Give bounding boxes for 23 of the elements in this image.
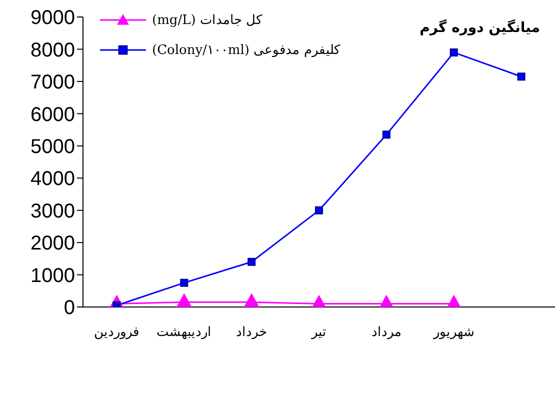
y-tick-label: 9000	[30, 7, 75, 30]
chart-title: میانگین دوره گرم	[420, 20, 540, 36]
y-tick-label: 3000	[30, 200, 75, 222]
y-tick-label: 1000	[30, 264, 75, 287]
legend-label: کل جامدات (mg/L)	[152, 12, 262, 28]
y-tick-label: 0	[64, 297, 75, 320]
x-tick-label: اردیبهشت	[156, 325, 212, 340]
x-tick-label: تیر	[310, 325, 326, 340]
legend-label: کلیفرم مدفوعی (Colony/۱۰۰ml)	[152, 42, 340, 58]
point	[315, 206, 323, 214]
y-tick-label: 5000	[30, 136, 75, 158]
point	[517, 72, 526, 81]
y-tick-label: 6000	[30, 104, 75, 126]
x-tick-label: شهریور	[432, 325, 474, 340]
point	[382, 130, 390, 139]
x-tick-label: فروردین	[94, 325, 140, 340]
y-tick-label: 7000	[30, 72, 75, 94]
y-tick-label: 8000	[30, 39, 75, 62]
point	[450, 48, 458, 56]
x-tick-label: مرداد	[371, 325, 402, 340]
y-tick-label: 4000	[30, 168, 75, 190]
y-tick-label: 2000	[30, 232, 75, 255]
x-tick-label: خرداد	[236, 325, 268, 340]
